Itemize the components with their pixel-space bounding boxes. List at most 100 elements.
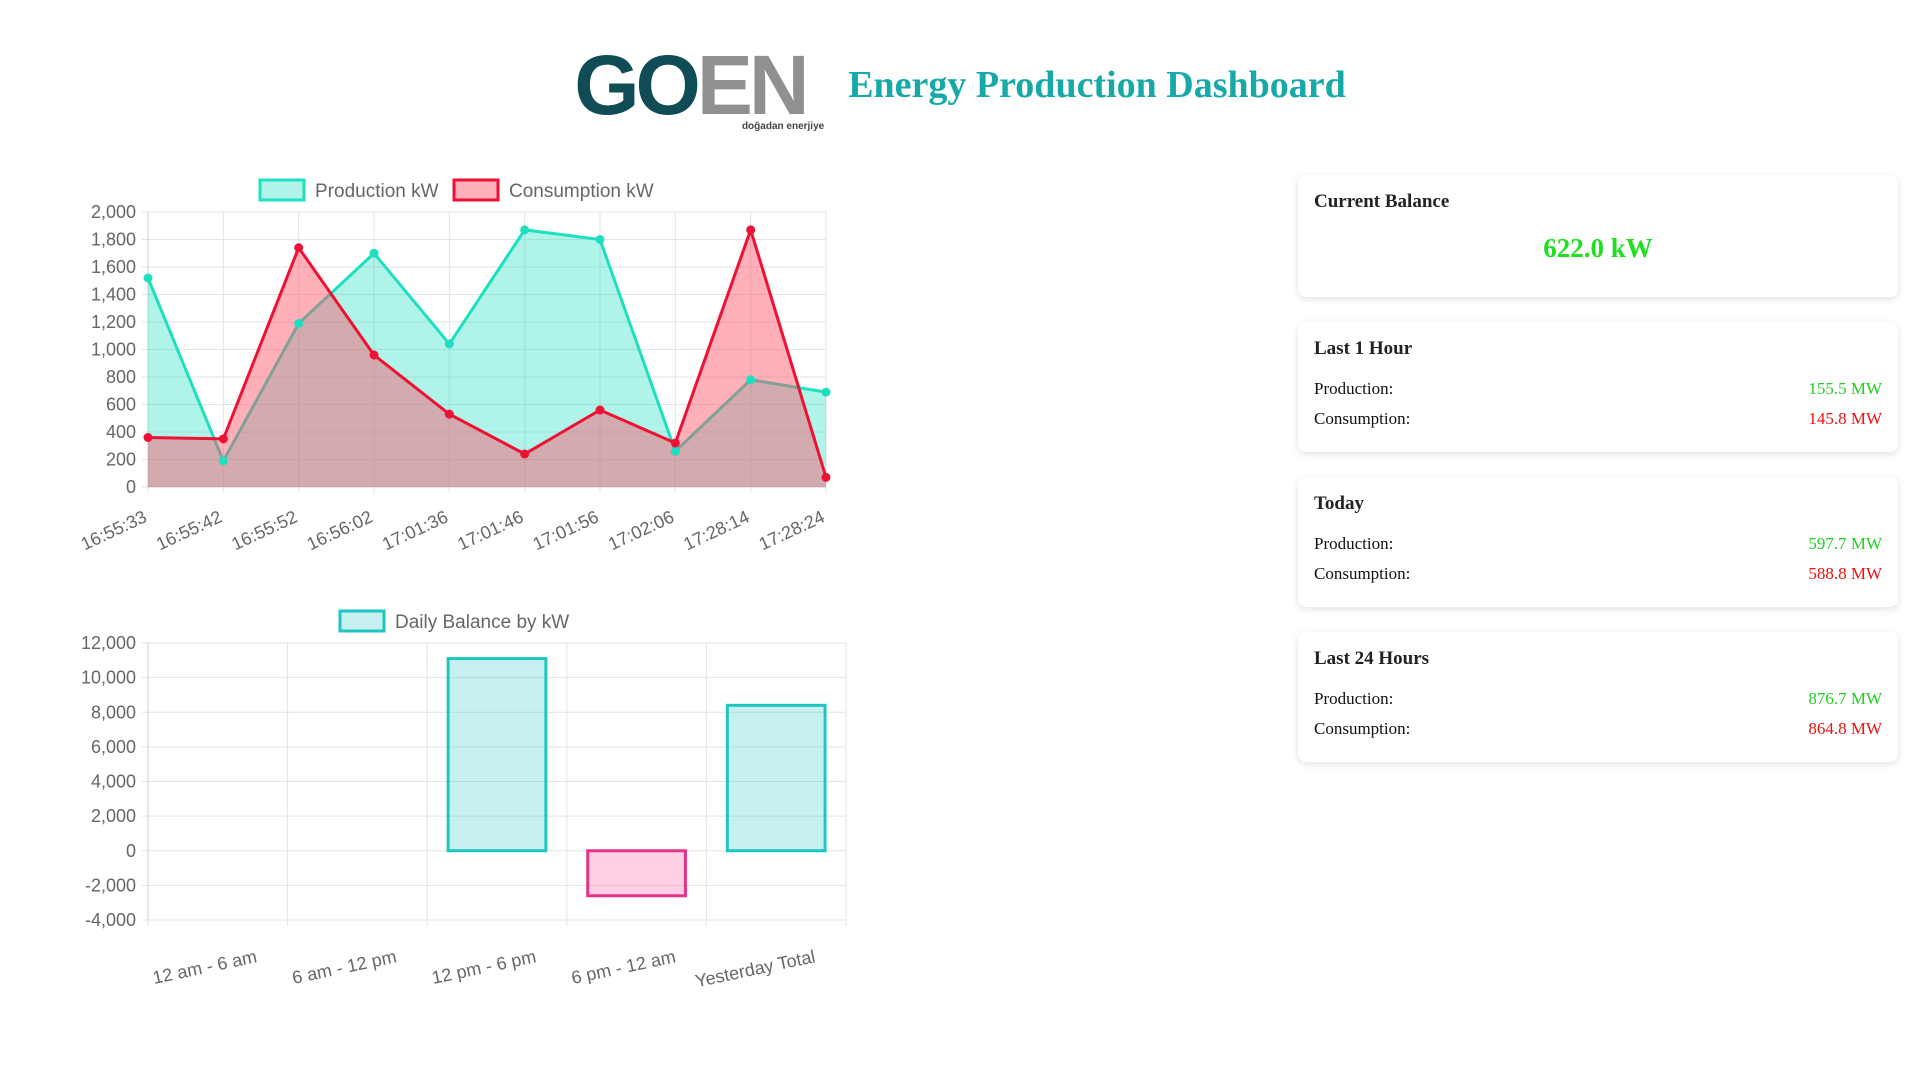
production-point (369, 248, 379, 258)
production-point (218, 456, 228, 466)
y-tick-label: 6,000 (91, 737, 136, 757)
card-title: Current Balance (1314, 191, 1450, 212)
consumption-point (444, 409, 454, 419)
consumption-point (143, 433, 153, 442)
production-value: 876.7 MW (1808, 689, 1882, 708)
production-point (143, 273, 153, 283)
y-tick-label: 2,000 (91, 806, 136, 826)
consumption-label: Consumption: (1314, 409, 1411, 428)
x-tick-label: 6 pm - 12 am (570, 946, 678, 988)
last-hour-card: Last 1 Hour Production: 155.5 MW Consump… (1298, 322, 1898, 452)
production-row: Production: 597.7 MW (1314, 529, 1882, 559)
consumption-area (148, 229, 826, 487)
legend-swatch-consumption (452, 178, 500, 202)
page-header: GOEN doğadan enerjiye Energy Production … (0, 30, 1920, 140)
line-chart-svg: 0 200 400 600 800 1,000 1,200 1,400 1,600 1,800 2,… (78, 178, 831, 554)
balance-bar (446, 657, 548, 853)
x-tick-label: 16:55:33 (78, 506, 150, 554)
consumption-label: Consumption: (1314, 719, 1411, 738)
production-value: 597.7 MW (1808, 534, 1882, 553)
consumption-row: Consumption: 864.8 MW (1314, 714, 1882, 744)
card-title: Last 1 Hour (1314, 338, 1413, 359)
legend-swatch-balance (338, 609, 386, 633)
x-tick-label: 17:01:46 (454, 506, 526, 554)
y-tick-label: 4,000 (91, 772, 136, 792)
y-tick-label: 1,600 (91, 257, 136, 277)
production-area (148, 229, 826, 487)
production-point (520, 225, 530, 235)
goen-logo: GOEN doğadan enerjiye (574, 38, 825, 132)
y-tick-label: 1,400 (91, 285, 136, 305)
today-card: Today Production: 597.7 MW Consumption: … (1298, 477, 1898, 607)
y-tick-label: -4,000 (85, 910, 136, 930)
current-balance-card: Current Balance 622.0 kW (1298, 175, 1898, 297)
card-title: Last 24 Hours (1314, 648, 1430, 669)
logo-go-text: GO (574, 38, 701, 132)
y-tick-label: -2,000 (85, 875, 136, 895)
logo-tagline: doğadan enerjiye (741, 121, 825, 132)
logo-en-text: EN (696, 38, 810, 132)
x-tick-label: 16:55:52 (228, 506, 300, 554)
production-point (595, 235, 605, 244)
legend-label-production: Production kW (315, 181, 439, 202)
daily-balance-chart[interactable]: -4,000 -2,000 0 2,000 4,000 6,000 8,000 10,000 1… (70, 605, 860, 995)
x-tick-label: 17:28:24 (756, 506, 828, 554)
y-tick-label: 10,000 (81, 668, 136, 688)
x-tick-label: 17:28:14 (680, 506, 752, 554)
production-point (444, 339, 454, 349)
production-series-line (146, 228, 827, 465)
consumption-point (369, 350, 379, 360)
consumption-point (520, 449, 530, 459)
x-tick-label: Yesterday Total (693, 946, 817, 991)
y-tick-label: 2,000 (91, 202, 136, 222)
consumption-label: Consumption: (1314, 564, 1411, 583)
production-point (670, 446, 680, 456)
consumption-point (670, 438, 680, 448)
consumption-value: 588.8 MW (1808, 564, 1882, 583)
consumption-point (294, 243, 304, 253)
consumption-point (595, 405, 605, 415)
production-label: Production: (1314, 379, 1394, 398)
y-tick-label: 400 (106, 422, 136, 442)
y-tick-label: 600 (106, 395, 136, 415)
balance-bar (725, 703, 827, 853)
x-tick-label: 6 am - 12 pm (290, 946, 398, 988)
production-value: 155.5 MW (1808, 379, 1882, 398)
production-row: Production: 876.7 MW (1314, 684, 1882, 714)
production-label: Production: (1314, 689, 1394, 708)
card-title: Today (1314, 493, 1364, 514)
consumption-series-line (147, 225, 828, 478)
legend-label-consumption: Consumption kW (509, 181, 654, 202)
production-point (821, 387, 831, 397)
consumption-value: 145.8 MW (1808, 409, 1882, 428)
production-point (746, 375, 756, 385)
x-tick-label: 16:55:42 (153, 506, 225, 554)
production-consumption-chart[interactable]: 0 200 400 600 800 1,000 1,200 1,400 1,600 1,800 2,… (70, 175, 850, 565)
consumption-point (821, 472, 831, 482)
balance-bar (586, 849, 687, 898)
y-tick-label: 1,800 (91, 230, 136, 250)
y-tick-label: 0 (126, 841, 136, 861)
last-24-hours-card: Last 24 Hours Production: 876.7 MW Consu… (1298, 632, 1898, 762)
x-tick-label: 17:02:06 (605, 506, 677, 554)
consumption-value: 864.8 MW (1808, 719, 1882, 738)
y-tick-label: 1,200 (91, 312, 136, 332)
consumption-row: Consumption: 588.8 MW (1314, 559, 1882, 589)
x-tick-label: 12 am - 6 am (151, 946, 259, 988)
y-tick-label: 1,000 (91, 340, 136, 360)
consumption-row: Consumption: 145.8 MW (1314, 404, 1882, 434)
legend-swatch-production (258, 178, 306, 202)
consumption-point (218, 434, 228, 444)
current-balance-value: 622.0 kW (1543, 233, 1653, 263)
y-tick-label: 8,000 (91, 702, 136, 722)
production-label: Production: (1314, 534, 1394, 553)
production-row: Production: 155.5 MW (1314, 374, 1882, 404)
page-title: Energy Production Dashboard (848, 64, 1346, 106)
x-tick-label: 12 pm - 6 pm (430, 946, 538, 988)
y-tick-label: 0 (126, 477, 136, 497)
y-tick-label: 800 (106, 367, 136, 387)
consumption-point (746, 225, 756, 235)
y-tick-label: 200 (106, 450, 136, 470)
x-tick-label: 17:01:56 (530, 506, 602, 554)
bar-chart-svg: -4,000 -2,000 0 2,000 4,000 6,000 8,000 10,000 1… (81, 609, 847, 991)
